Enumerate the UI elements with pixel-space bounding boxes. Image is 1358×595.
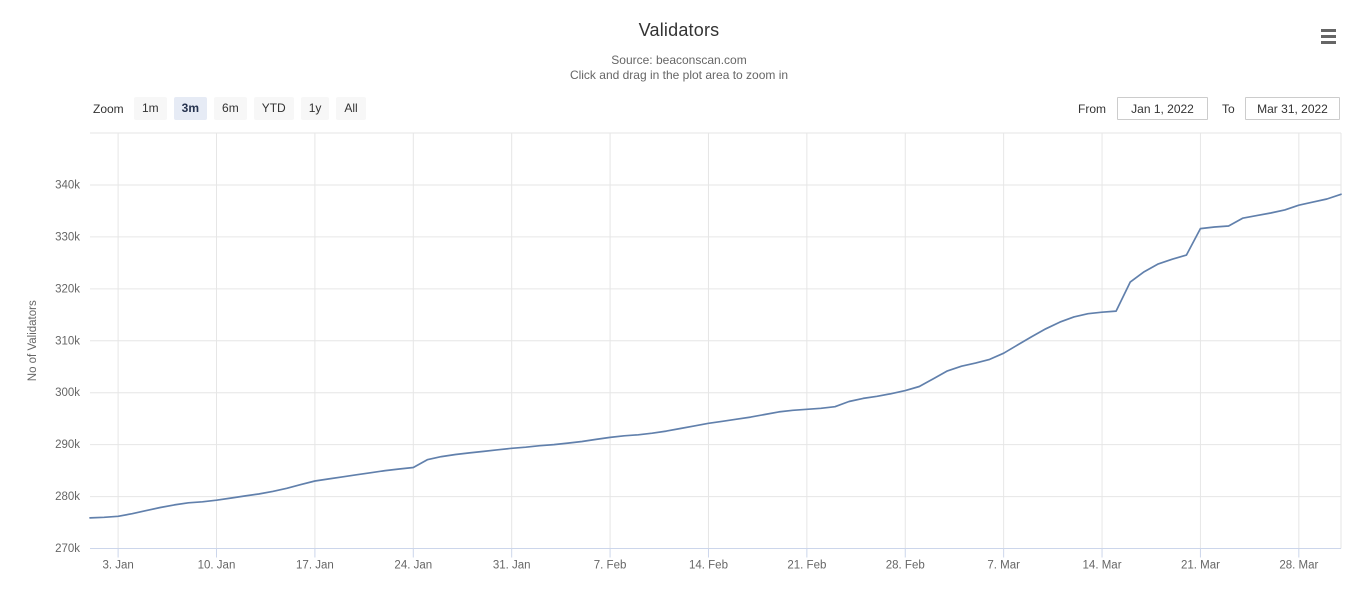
- chart-context-menu-button[interactable]: [1316, 24, 1340, 48]
- chart-subtitle-hint: Click and drag in the plot area to zoom …: [569, 68, 789, 82]
- y-axis-label: 280k: [55, 491, 80, 503]
- y-axis-label: 330k: [55, 231, 80, 243]
- zoom-label: Zoom: [93, 102, 124, 116]
- y-axis-label: 290k: [55, 439, 80, 451]
- y-axis-label: 340k: [55, 179, 80, 191]
- zoom-button-3m[interactable]: 3m: [173, 97, 208, 120]
- y-axis-label: 270k: [55, 543, 80, 555]
- chart-subtitle-source: Source: beaconscan.com: [611, 53, 747, 67]
- x-axis-label: 17. Jan: [296, 560, 334, 572]
- to-label: To: [1222, 102, 1235, 116]
- x-axis-label: 28. Mar: [1279, 560, 1318, 572]
- series-line-validators: [89, 193, 1342, 519]
- hamburger-menu-icon: [1320, 28, 1336, 44]
- to-date-input[interactable]: [1245, 97, 1340, 120]
- x-axis-label: 14. Mar: [1083, 560, 1122, 572]
- y-axis-title: No of Validators: [27, 300, 39, 381]
- x-axis-label: 14. Feb: [689, 560, 728, 572]
- x-axis-label: 24. Jan: [394, 560, 432, 572]
- x-axis-label: 7. Mar: [987, 560, 1020, 572]
- chart-title: Validators: [638, 20, 720, 40]
- zoom-button-1y[interactable]: 1y: [300, 97, 330, 120]
- y-axis-label: 300k: [55, 387, 80, 399]
- x-axis-label: 31. Jan: [493, 560, 531, 572]
- x-axis-label: 21. Feb: [787, 560, 826, 572]
- x-axis-label: 21. Mar: [1181, 560, 1220, 572]
- zoom-button-all[interactable]: All: [336, 97, 366, 120]
- from-date-input[interactable]: [1117, 97, 1208, 120]
- x-axis-label: 7. Feb: [594, 560, 627, 572]
- x-axis-label: 10. Jan: [198, 560, 236, 572]
- x-axis-label: 28. Feb: [886, 560, 925, 572]
- zoom-button-ytd[interactable]: YTD: [253, 97, 294, 120]
- y-axis-label: 310k: [55, 335, 80, 347]
- from-label: From: [1078, 102, 1106, 116]
- zoom-button-group: 1m 3m 6m YTD 1y All: [134, 97, 366, 120]
- zoom-button-1m[interactable]: 1m: [134, 97, 167, 120]
- y-axis-label: 320k: [55, 283, 80, 295]
- x-axis-label: 3. Jan: [102, 560, 133, 572]
- zoom-button-6m[interactable]: 6m: [214, 97, 247, 120]
